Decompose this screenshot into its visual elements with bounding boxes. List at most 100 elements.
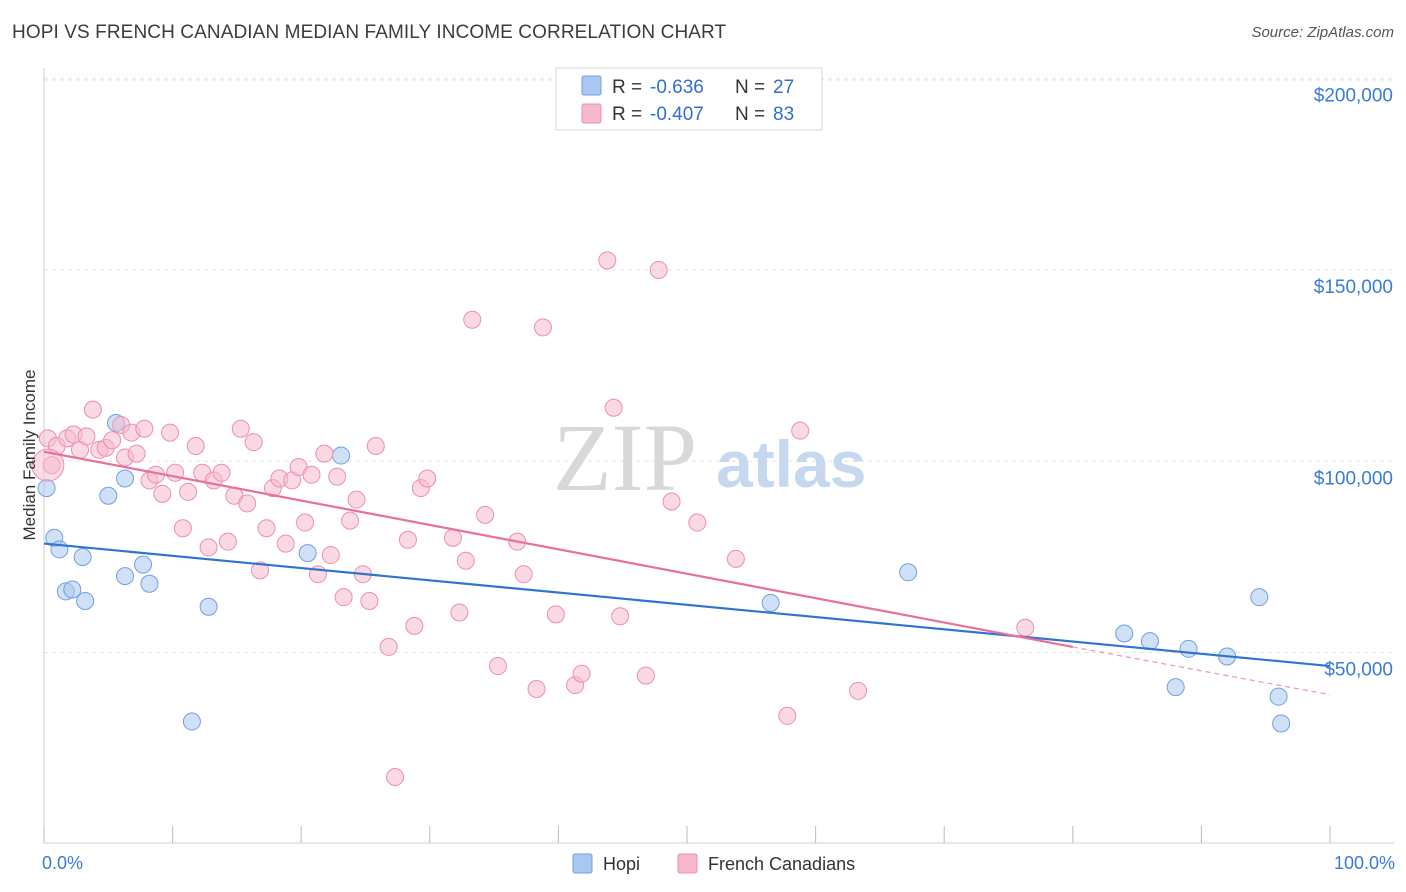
french-canadian-point [341,511,360,530]
french-canadian-point [463,310,482,329]
french-canadian-point [135,419,154,438]
french-canadian-point [649,260,668,279]
french-canadian-point [1016,618,1035,637]
french-canadian-point [302,465,321,484]
french-canadian-point [636,666,655,685]
stats-n-value-french-canadians: 83 [773,104,794,125]
french-canadian-point [611,607,630,626]
french-canadian-point [418,469,437,488]
french-canadian-point [533,318,552,337]
french-canadian-point [476,505,495,524]
x-axis-ticks [43,826,1331,843]
french-canadian-point [726,549,745,568]
grid-lines [44,78,1394,654]
stats-r-label-hopi: R = [612,77,642,98]
french-canadian-point [257,519,276,538]
french-canadian-point [334,588,353,607]
french-canadian-point [514,565,533,584]
french-canadian-point [688,513,707,532]
y-tick-labels: $50,000 $100,000 $150,000 $200,000 [1314,86,1393,681]
hopi-point [116,469,135,488]
chart-title: HOPI VS FRENCH CANADIAN MEDIAN FAMILY IN… [12,22,727,43]
french-canadian-point [598,251,617,270]
stats-swatch-hopi [581,75,602,96]
stats-r-label-french-canadians: R = [612,104,642,125]
french-canadian-point [328,467,347,486]
hopi-point [99,486,118,505]
french-canadian-trend-extension [1072,646,1331,696]
french-canadian-point [186,436,205,455]
y-tick-label: $100,000 [1314,468,1393,489]
hopi-trend-line [43,542,1331,668]
stats-r-value-hopi: -0.636 [650,77,704,98]
french-canadian-point [546,605,565,624]
french-canadian-point [849,681,868,700]
french-canadian-point [199,538,218,557]
chart-source: Source: ZipAtlas.com [1251,24,1394,41]
trend-lines [43,450,1331,696]
french-canadian-point [456,551,475,570]
hopi-point [37,479,56,498]
french-canadian-point [77,427,96,446]
stats-r-value-french-canadians: -0.407 [650,104,704,125]
legend-swatch-french-canadians [677,853,698,874]
french-canadian-point [488,657,507,676]
french-canadian-point [450,603,469,622]
french-canadian-point [212,463,231,482]
stats-n-value-hopi: 27 [773,77,794,98]
french-canadian-point [315,444,334,463]
x-tick-label-right: 100.0% [1334,853,1395,873]
hopi-point [134,555,153,574]
y-axis-title: Median Family Income [20,369,39,540]
french-canadian-point [173,519,192,538]
hopi-point [298,544,317,563]
french-canadian-point [276,534,295,553]
stats-swatch-french-canadians [581,103,602,124]
y-tick-label: $50,000 [1324,660,1393,681]
french-canadian-point [604,398,623,417]
french-canadian-point [83,400,102,419]
hopi-point [140,574,159,593]
legend: Hopi French Canadians [572,853,855,874]
legend-label-hopi: Hopi [603,854,640,874]
french-canadian-point [572,664,591,683]
hopi-point [761,593,780,612]
y-tick-label: $200,000 [1314,86,1393,107]
watermark: ZIP atlas [553,404,866,511]
french-canadian-trend-line [43,450,1074,648]
hopi-point [50,540,69,559]
french-canadian-point [179,482,198,501]
french-canadian-point [443,528,462,547]
stats-box: R = -0.636 N = 27 R = -0.407 N = 83 [555,67,823,131]
french-canadian-point [386,768,405,787]
french-canadian-point [366,436,385,455]
legend-swatch-hopi [572,853,593,874]
french-canadian-point [251,561,270,580]
legend-label-french-canadians: French Canadians [708,854,855,874]
hopi-point [76,591,95,610]
french-canadian-point [296,513,315,532]
hopi-point [116,567,135,586]
hopi-point [63,580,82,599]
french-canadian-point [398,530,417,549]
french-canadian-point [231,419,250,438]
stats-n-label-hopi: N = [735,77,765,98]
hopi-point [899,563,918,582]
french-canadian-point [153,484,172,503]
french-canadian-point [360,591,379,610]
french-canadian-point [527,680,546,699]
x-tick-label-left: 0.0% [42,853,83,873]
hopi-point [199,597,218,616]
french-canadian-point [218,532,237,551]
french-canadian-point [31,448,65,482]
french-canadian-point [161,423,180,442]
french-canadian-points [31,251,1035,787]
french-canadian-point [238,494,257,513]
hopi-point [73,547,92,566]
y-tick-label: $150,000 [1314,277,1393,298]
hopi-point [1140,632,1159,651]
french-canadian-point [321,546,340,565]
hopi-point [1166,678,1185,697]
hopi-point [182,712,201,731]
